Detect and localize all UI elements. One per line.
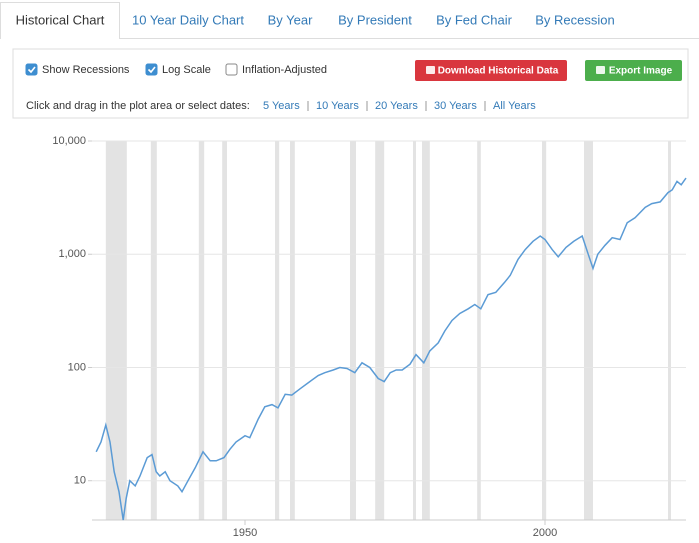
recession-band: [413, 141, 416, 520]
button-label[interactable]: Download Historical Data: [438, 66, 559, 77]
tab[interactable]: Historical Chart: [16, 12, 105, 27]
recession-band: [477, 141, 481, 520]
recession-band: [350, 141, 356, 520]
y-tick-label: 100: [68, 361, 86, 373]
checkbox-label[interactable]: Inflation-Adjusted: [242, 64, 327, 76]
recession-band: [275, 141, 280, 520]
x-tick-label: 2000: [533, 527, 557, 539]
button-icon: [596, 66, 605, 74]
tab[interactable]: By President: [338, 12, 412, 27]
tab[interactable]: By Year: [268, 12, 313, 27]
tab[interactable]: 10 Year Daily Chart: [132, 12, 244, 27]
recession-band: [290, 141, 295, 520]
checkbox[interactable]: [145, 63, 158, 76]
button[interactable]: [585, 60, 682, 81]
checkbox[interactable]: [225, 63, 238, 76]
x-tick-label: 1950: [233, 527, 257, 539]
checkbox-label[interactable]: Log Scale: [162, 64, 211, 76]
tab[interactable]: By Fed Chair: [436, 12, 513, 27]
y-tick-label: 10: [74, 475, 86, 487]
date-prompt: Click and drag in the plot area or selec…: [26, 100, 250, 112]
date-range-link[interactable]: All Years: [493, 100, 536, 112]
recession-band: [105, 141, 127, 520]
recession-band: [584, 141, 593, 520]
checkbox-label[interactable]: Show Recessions: [42, 64, 130, 76]
recession-band: [542, 141, 547, 520]
controls-panel: [12, 48, 689, 119]
button-icon: [426, 66, 435, 74]
price-line: [95, 177, 687, 521]
button[interactable]: [415, 60, 567, 81]
recession-band: [198, 141, 205, 520]
date-range-link[interactable]: 30 Years: [434, 100, 477, 112]
recession-band: [668, 141, 671, 520]
checkmark: [27, 66, 36, 74]
date-range-link[interactable]: 10 Years: [316, 100, 359, 112]
y-tick-label: 10,000: [52, 135, 86, 147]
tab[interactable]: By Recession: [535, 12, 614, 27]
recession-band: [150, 141, 157, 520]
y-tick-label: 1,000: [58, 248, 86, 260]
recession-band: [375, 141, 385, 520]
recession-band: [422, 141, 430, 520]
date-range-link[interactable]: 5 Years: [263, 100, 300, 112]
checkmark: [147, 66, 156, 74]
date-range-link[interactable]: 20 Years: [375, 100, 418, 112]
active-tab-border: [0, 2, 120, 39]
active-tab-cover: [1, 37, 119, 40]
button-label[interactable]: Export Image: [609, 66, 673, 77]
checkbox[interactable]: [25, 63, 38, 76]
recession-band: [222, 141, 227, 520]
